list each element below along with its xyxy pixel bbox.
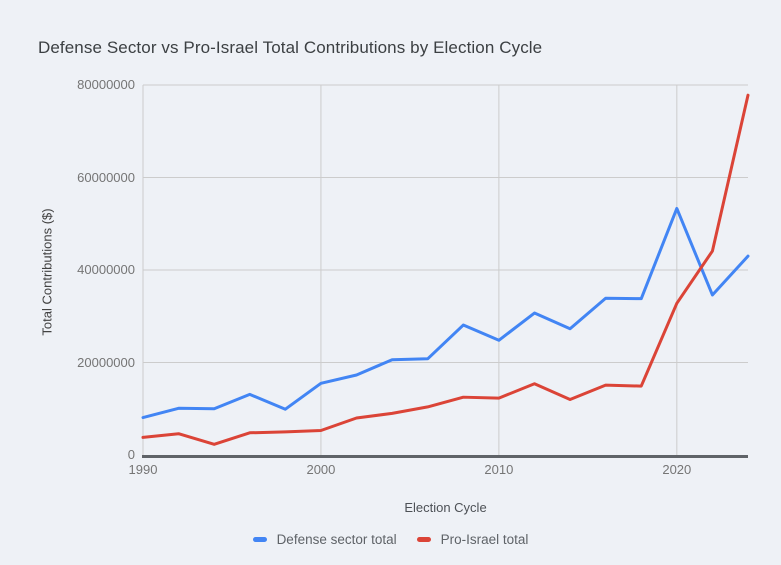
y-tick-label: 0 [127, 447, 135, 462]
x-tick-label: 2000 [306, 462, 336, 477]
x-axis-title: Election Cycle [404, 500, 487, 515]
pro-israel-series-swatch-icon [416, 537, 431, 542]
x-tick-label: 1990 [128, 462, 158, 477]
y-tick-label: 40000000 [77, 262, 135, 277]
defense-series-line [141, 206, 750, 420]
defense-series-swatch-icon [252, 537, 267, 542]
y-tick-label: 20000000 [77, 354, 135, 370]
legend: Defense sector total Pro-Israel total [0, 532, 781, 547]
legend-item-pro-israel: Pro-Israel total [416, 532, 529, 547]
x-tick-label: 2010 [484, 462, 514, 477]
x-tick-label: 2020 [662, 462, 692, 477]
chart-title: Defense Sector vs Pro-Israel Total Contr… [38, 38, 543, 57]
y-axis-title: Total Contributions ($) [39, 208, 55, 336]
pro-israel-series-line [141, 93, 750, 446]
legend-label-pro-israel: Pro-Israel total [440, 532, 529, 547]
y-tick-label: 60000000 [77, 169, 135, 185]
legend-item-defense: Defense sector total [252, 532, 397, 547]
y-tick-label: 80000000 [77, 77, 135, 92]
legend-label-defense: Defense sector total [276, 532, 397, 547]
